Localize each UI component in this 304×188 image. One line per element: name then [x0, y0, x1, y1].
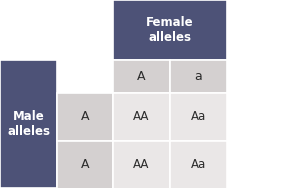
Text: A: A [137, 70, 146, 83]
Text: A: A [81, 111, 89, 124]
Bar [113, 60, 170, 93]
Bar [57, 141, 113, 188]
Bar [0, 60, 57, 188]
Text: AA: AA [133, 158, 150, 171]
Text: Male
alleles: Male alleles [7, 110, 50, 138]
Bar [170, 141, 227, 188]
Bar [170, 93, 227, 141]
Text: Aa: Aa [191, 158, 206, 171]
Bar [113, 141, 170, 188]
Bar [113, 93, 170, 141]
Text: A: A [81, 158, 89, 171]
Text: AA: AA [133, 111, 150, 124]
Text: Female
alleles: Female alleles [146, 16, 194, 44]
Bar [113, 0, 227, 60]
Text: a: a [195, 70, 202, 83]
Text: Aa: Aa [191, 111, 206, 124]
Bar [170, 60, 227, 93]
Bar [57, 93, 113, 141]
